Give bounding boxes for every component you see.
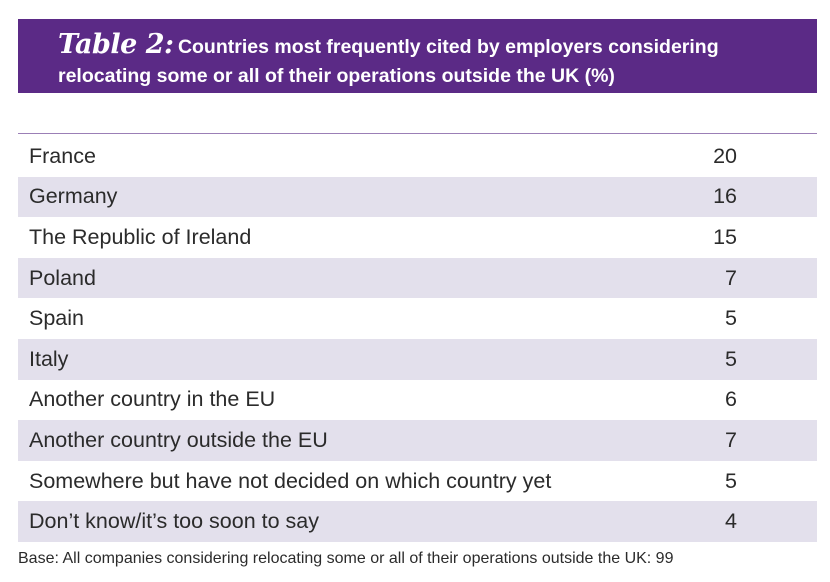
table-row: The Republic of Ireland 15 (18, 217, 817, 258)
table-row: Italy 5 (18, 338, 817, 380)
table-row: Spain 5 (18, 298, 817, 339)
title-line-1: Table 2: Countries most frequently cited… (58, 30, 817, 64)
table-row: Don’t know/it’s too soon to say 4 (18, 501, 817, 542)
row-label: Another country outside the EU (29, 427, 328, 452)
row-value: 5 (725, 346, 737, 371)
row-value: 16 (713, 184, 737, 209)
table-title-line2: relocating some or all of their operatio… (58, 65, 615, 87)
table-row: Another country in the EU 6 (18, 380, 817, 421)
row-value: 4 (725, 509, 737, 534)
table-header: Table 2: Countries most frequently cited… (18, 19, 817, 93)
row-label: The Republic of Ireland (29, 224, 252, 249)
base-note: Base: All companies considering relocati… (18, 550, 674, 567)
row-value: 5 (725, 306, 737, 331)
table-title-line1: Countries most frequently cited by emplo… (177, 36, 719, 58)
row-value: 5 (725, 468, 737, 493)
data-table: France 20 Germany 16 The Republic of Ireland… (18, 136, 817, 542)
row-label: Another country in the EU (29, 387, 276, 412)
row-label: France (29, 143, 96, 168)
row-label: Don’t know/it’s too soon to say (29, 509, 320, 534)
row-label: Italy (29, 346, 69, 371)
row-value: 7 (725, 427, 737, 452)
row-label: Spain (29, 306, 84, 331)
row-value: 7 (725, 265, 737, 290)
table-number: Table 2: (58, 29, 174, 60)
row-value: 15 (713, 224, 737, 249)
row-value: 20 (713, 143, 737, 168)
row-value: 6 (725, 387, 737, 412)
table-row: France 20 (18, 136, 817, 177)
table-row: Poland 7 (18, 257, 817, 299)
row-label: Poland (29, 265, 96, 290)
table-row: Another country outside the EU 7 (18, 420, 817, 461)
header-rule (18, 133, 817, 134)
row-label: Somewhere but have not decided on which … (29, 468, 552, 493)
table-row: Germany 16 (18, 176, 817, 218)
table-row: Somewhere but have not decided on which … (18, 461, 817, 502)
row-label: Germany (29, 184, 118, 209)
